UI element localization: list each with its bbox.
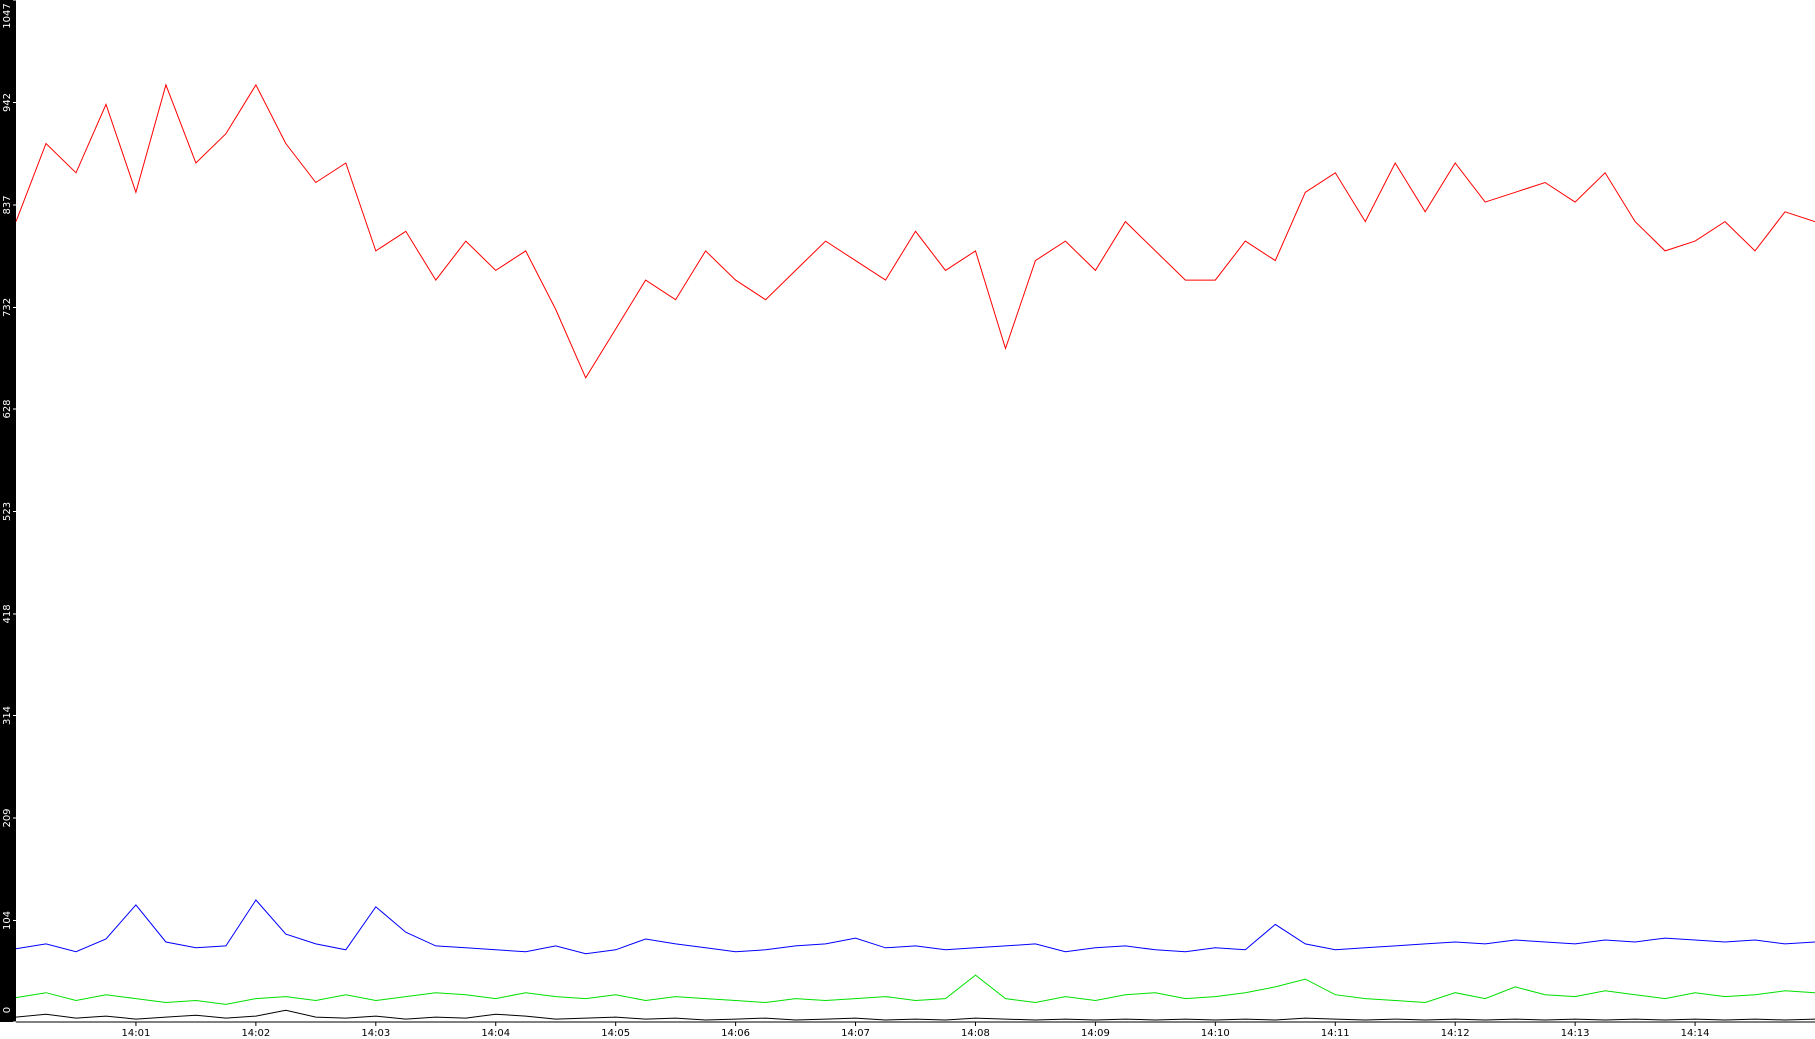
series-line bbox=[15, 83, 1815, 379]
y-tick-label: 418 bbox=[2, 604, 13, 623]
y-tick-label: 837 bbox=[2, 195, 13, 214]
y-tick-label: 0 bbox=[2, 1007, 13, 1013]
y-tick-label: 523 bbox=[2, 502, 13, 521]
series-line bbox=[15, 1009, 1815, 1021]
x-tick-label: 14:08 bbox=[961, 1028, 990, 1039]
y-tick-label: 628 bbox=[2, 399, 13, 418]
x-tick-label: 14:14 bbox=[1681, 1028, 1710, 1039]
x-tick-label: 14:10 bbox=[1201, 1028, 1230, 1039]
x-tick-label: 14:12 bbox=[1441, 1028, 1470, 1039]
x-tick-label: 14:09 bbox=[1081, 1028, 1110, 1039]
y-tick-label: 104 bbox=[2, 911, 13, 930]
y-tick-label: 314 bbox=[2, 706, 13, 725]
series-line bbox=[15, 899, 1815, 955]
y-tick-label: 209 bbox=[2, 808, 13, 827]
y-axis-strip bbox=[0, 0, 16, 1022]
series-line bbox=[15, 974, 1815, 1005]
x-tick-label: 14:05 bbox=[601, 1028, 630, 1039]
y-tick-label: 1047 bbox=[2, 3, 13, 28]
x-tick-label: 14:06 bbox=[721, 1028, 750, 1039]
x-tick-label: 14:13 bbox=[1561, 1028, 1590, 1039]
x-tick-label: 14:01 bbox=[122, 1028, 151, 1039]
y-tick-label: 942 bbox=[2, 93, 13, 112]
x-tick-label: 14:04 bbox=[481, 1028, 510, 1039]
y-tick-label: 732 bbox=[2, 298, 13, 317]
x-tick-label: 14:11 bbox=[1321, 1028, 1350, 1039]
x-tick-label: 14:02 bbox=[241, 1028, 270, 1039]
x-tick-label: 14:03 bbox=[361, 1028, 390, 1039]
x-tick-label: 14:07 bbox=[841, 1028, 870, 1039]
